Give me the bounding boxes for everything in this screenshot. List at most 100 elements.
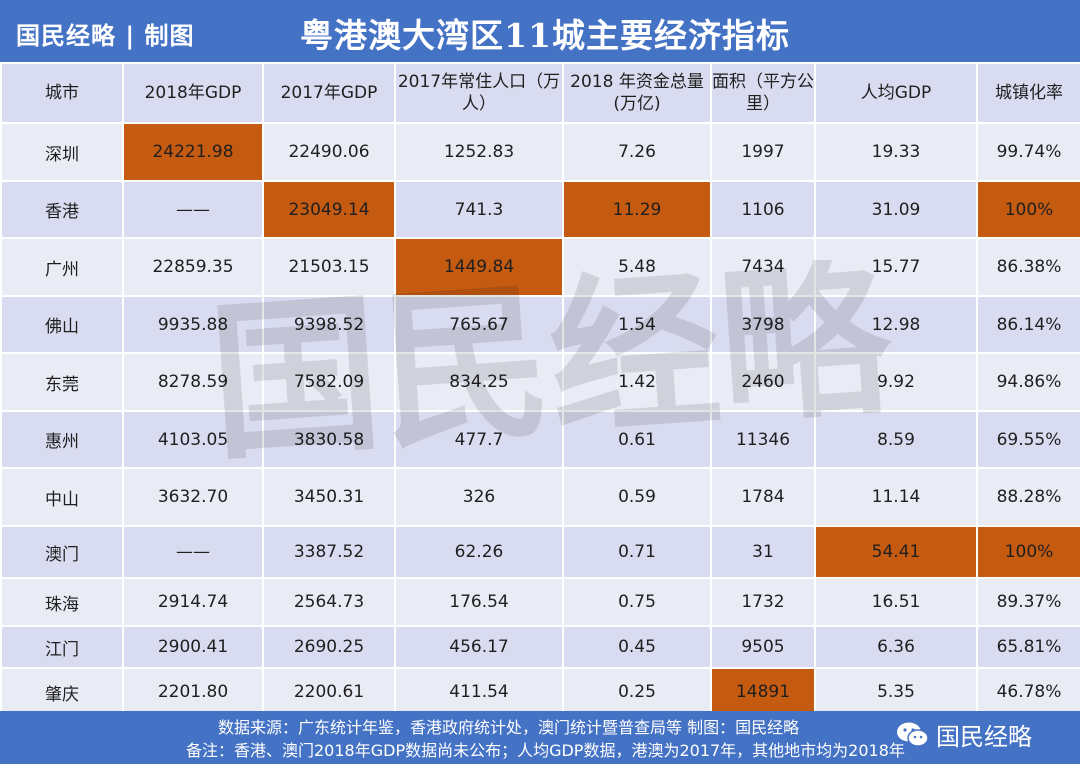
value-cell: 11.29 bbox=[562, 180, 712, 239]
value-cell: 69.55% bbox=[976, 410, 1080, 469]
table-row: 惠州 4103.05 3830.58 477.7 0.61 11346 8.59 69.55% bbox=[0, 410, 1080, 469]
value-cell: 0.25 bbox=[562, 667, 712, 717]
column-header: 城镇化率 bbox=[976, 62, 1080, 124]
value-cell: 88.28% bbox=[976, 467, 1080, 527]
value-cell: 0.61 bbox=[562, 410, 712, 469]
value-cell: 456.17 bbox=[394, 625, 564, 669]
page-title: 粤港澳大湾区11城主要经济指标 bbox=[300, 16, 790, 55]
value-cell: 89.37% bbox=[976, 577, 1080, 627]
table-row: 江门 2900.41 2690.25 456.17 0.45 9505 6.36 65.81% bbox=[0, 625, 1080, 669]
economic-indicators-table: 城市 2018年GDP 2017年GDP 2017年常住人口（万人） 2018 … bbox=[0, 62, 1080, 717]
wechat-name: 国民经略 bbox=[936, 723, 1032, 751]
value-cell: 477.7 bbox=[394, 410, 564, 469]
wechat-icon bbox=[897, 722, 929, 747]
value-cell: 62.26 bbox=[394, 525, 564, 579]
value-cell: 21503.15 bbox=[262, 237, 396, 297]
value-cell: 12.98 bbox=[814, 295, 978, 354]
table-row: 深圳 24221.98 22490.06 1252.83 7.26 1997 19.33 99… bbox=[0, 122, 1080, 182]
value-cell: 1.54 bbox=[562, 295, 712, 354]
value-cell: 94.86% bbox=[976, 352, 1080, 412]
value-cell: 15.77 bbox=[814, 237, 978, 297]
table-header-row: 城市 2018年GDP 2017年GDP 2017年常住人口（万人） 2018 … bbox=[0, 62, 1080, 124]
remark-note: 备注：香港、澳门2018年GDP数据尚未公布；人均GDP数据，港澳为2017年，… bbox=[186, 741, 905, 760]
table-body: 深圳 24221.98 22490.06 1252.83 7.26 1997 19.33 99… bbox=[0, 122, 1080, 717]
table-row: 中山 3632.70 3450.31 326 0.59 1784 11.14 88.28% bbox=[0, 467, 1080, 527]
city-cell: 澳门 bbox=[0, 525, 124, 579]
table-row: 澳门 —— 3387.52 62.26 0.71 31 54.41 100% bbox=[0, 525, 1080, 579]
value-cell: 7582.09 bbox=[262, 352, 396, 412]
value-cell: 765.67 bbox=[394, 295, 564, 354]
table-row: 佛山 9935.88 9398.52 765.67 1.54 3798 12.98 86.14… bbox=[0, 295, 1080, 354]
value-cell: 1106 bbox=[710, 180, 816, 239]
column-header: 面积（平方公里） bbox=[710, 62, 816, 124]
table-row: 东莞 8278.59 7582.09 834.25 1.42 2460 9.92 94.86% bbox=[0, 352, 1080, 412]
column-header: 2017年常住人口（万人） bbox=[394, 62, 564, 124]
value-cell: 3387.52 bbox=[262, 525, 396, 579]
column-header: 城市 bbox=[0, 62, 124, 124]
value-cell: 19.33 bbox=[814, 122, 978, 182]
value-cell: 22490.06 bbox=[262, 122, 396, 182]
value-cell: 7434 bbox=[710, 237, 816, 297]
value-cell: 1784 bbox=[710, 467, 816, 527]
value-cell: 2690.25 bbox=[262, 625, 396, 669]
value-cell: 741.3 bbox=[394, 180, 564, 239]
city-cell: 中山 bbox=[0, 467, 124, 527]
city-cell: 香港 bbox=[0, 180, 124, 239]
city-cell: 肇庆 bbox=[0, 667, 124, 717]
value-cell: 8.59 bbox=[814, 410, 978, 469]
value-cell: 24221.98 bbox=[122, 122, 264, 182]
wechat-account: 国民经略 bbox=[896, 717, 1032, 752]
value-cell: 3798 bbox=[710, 295, 816, 354]
value-cell: 1252.83 bbox=[394, 122, 564, 182]
value-cell: 9505 bbox=[710, 625, 816, 669]
title-banner: 国民经略 | 制图 粤港澳大湾区11城主要经济指标 bbox=[0, 0, 1080, 62]
value-cell: 9.92 bbox=[814, 352, 978, 412]
city-cell: 江门 bbox=[0, 625, 124, 669]
value-cell: 834.25 bbox=[394, 352, 564, 412]
value-cell: 31.09 bbox=[814, 180, 978, 239]
brand-label: 国民经略 | 制图 bbox=[16, 22, 195, 50]
table-row: 广州 22859.35 21503.15 1449.84 5.48 7434 15.77 86… bbox=[0, 237, 1080, 297]
value-cell: 2200.61 bbox=[262, 667, 396, 717]
value-cell: 31 bbox=[710, 525, 816, 579]
city-cell: 惠州 bbox=[0, 410, 124, 469]
value-cell: 0.59 bbox=[562, 467, 712, 527]
city-cell: 广州 bbox=[0, 237, 124, 297]
value-cell: 2914.74 bbox=[122, 577, 264, 627]
value-cell: 14891 bbox=[710, 667, 816, 717]
value-cell: 0.75 bbox=[562, 577, 712, 627]
value-cell: —— bbox=[122, 180, 264, 239]
city-cell: 深圳 bbox=[0, 122, 124, 182]
value-cell: 1.42 bbox=[562, 352, 712, 412]
value-cell: 23049.14 bbox=[262, 180, 396, 239]
value-cell: 8278.59 bbox=[122, 352, 264, 412]
value-cell: 9935.88 bbox=[122, 295, 264, 354]
value-cell: 0.45 bbox=[562, 625, 712, 669]
city-cell: 东莞 bbox=[0, 352, 124, 412]
value-cell: 2900.41 bbox=[122, 625, 264, 669]
value-cell: 11.14 bbox=[814, 467, 978, 527]
value-cell: 3450.31 bbox=[262, 467, 396, 527]
value-cell: 6.36 bbox=[814, 625, 978, 669]
value-cell: 16.51 bbox=[814, 577, 978, 627]
value-cell: 46.78% bbox=[976, 667, 1080, 717]
source-note: 数据来源：广东统计年鉴，香港政府统计处，澳门统计暨普查局等 制图：国民经略 bbox=[218, 718, 800, 737]
value-cell: 2460 bbox=[710, 352, 816, 412]
value-cell: 1732 bbox=[710, 577, 816, 627]
value-cell: 9398.52 bbox=[262, 295, 396, 354]
value-cell: 100% bbox=[976, 525, 1080, 579]
value-cell: 11346 bbox=[710, 410, 816, 469]
value-cell: 99.74% bbox=[976, 122, 1080, 182]
value-cell: 54.41 bbox=[814, 525, 978, 579]
value-cell: 0.71 bbox=[562, 525, 712, 579]
value-cell: —— bbox=[122, 525, 264, 579]
table-row: 肇庆 2201.80 2200.61 411.54 0.25 14891 5.35 46.78… bbox=[0, 667, 1080, 717]
value-cell: 4103.05 bbox=[122, 410, 264, 469]
footer-banner: 数据来源：广东统计年鉴，香港政府统计处，澳门统计暨普查局等 制图：国民经略 备注… bbox=[0, 711, 1080, 764]
value-cell: 176.54 bbox=[394, 577, 564, 627]
value-cell: 86.14% bbox=[976, 295, 1080, 354]
value-cell: 5.35 bbox=[814, 667, 978, 717]
value-cell: 86.38% bbox=[976, 237, 1080, 297]
value-cell: 1449.84 bbox=[394, 237, 564, 297]
value-cell: 3632.70 bbox=[122, 467, 264, 527]
